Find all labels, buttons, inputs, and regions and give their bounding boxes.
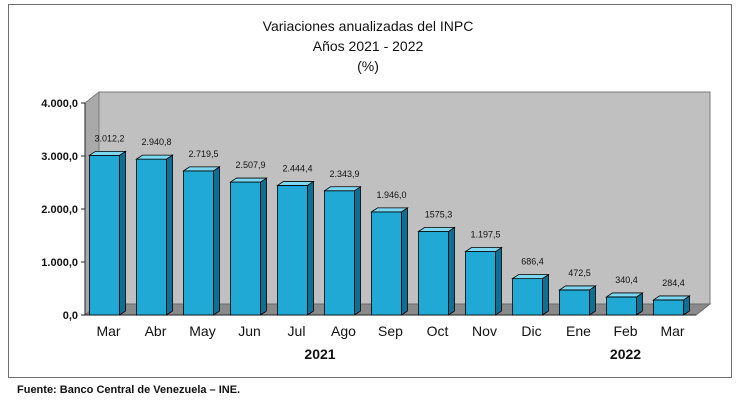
x-tick-label: Sep xyxy=(378,323,403,339)
x-tick-label: Feb xyxy=(613,323,637,339)
bar xyxy=(653,299,684,316)
data-label: 2.444,4 xyxy=(282,163,312,173)
data-label: 340,4 xyxy=(615,275,638,285)
bar-top xyxy=(323,186,362,192)
data-label: 686,4 xyxy=(521,257,544,267)
source-note: Fuente: Banco Central de Venezuela – INE… xyxy=(17,384,241,396)
data-label: 2.343,9 xyxy=(329,169,359,179)
y-tick-label: 4.000,0 xyxy=(41,98,78,110)
bar-top xyxy=(558,285,597,291)
bar-side xyxy=(542,273,549,316)
bar-top xyxy=(511,274,550,280)
y-tick-label: 3.000,0 xyxy=(41,151,78,163)
bar xyxy=(230,181,261,316)
x-tick-label: May xyxy=(189,323,215,339)
x-tick-label: Mar xyxy=(660,323,684,339)
bar-side xyxy=(166,154,173,316)
chart-title: Variaciones anualizadas del INPC xyxy=(262,18,474,34)
bar xyxy=(89,154,120,316)
bar xyxy=(559,289,590,316)
bar-top xyxy=(417,227,456,232)
x-tick-label: Jun xyxy=(238,323,261,339)
bar xyxy=(418,231,449,316)
chart-subtitle: Años 2021 - 2022 xyxy=(312,38,424,54)
x-tick-label: Nov xyxy=(472,323,497,339)
bar xyxy=(371,211,402,316)
bar-side xyxy=(401,207,408,316)
data-label: 1.197,5 xyxy=(470,230,500,240)
x-tick-label: Ene xyxy=(566,323,591,339)
data-label: 284,4 xyxy=(662,278,685,288)
bar-side xyxy=(119,150,126,316)
x-tick-label: Dic xyxy=(521,323,541,339)
y-tick-label: 1.000,0 xyxy=(41,257,78,269)
x-tick-label: Mar xyxy=(96,323,120,339)
bar-top xyxy=(605,292,644,298)
bar-top xyxy=(276,181,315,186)
data-label: 1575,3 xyxy=(425,210,453,220)
data-label: 3.012,2 xyxy=(94,133,124,143)
data-label: 472,5 xyxy=(568,268,591,278)
year-group-label: 2021 xyxy=(304,346,335,362)
bar-top xyxy=(88,150,127,156)
data-label: 2.719,5 xyxy=(188,149,218,159)
bar-side xyxy=(213,166,220,316)
bar-top xyxy=(652,295,691,301)
year-group-label: 2022 xyxy=(610,346,641,362)
bar-top xyxy=(464,247,503,252)
bar xyxy=(277,185,308,316)
x-tick-label: Oct xyxy=(427,323,449,339)
bar-top xyxy=(370,207,409,213)
bar-top xyxy=(182,166,221,172)
bar-side xyxy=(260,177,267,316)
bar-side xyxy=(354,186,361,316)
bar xyxy=(465,251,496,316)
bar-top xyxy=(229,177,268,183)
bar-side xyxy=(495,246,502,316)
x-tick-label: Abr xyxy=(145,323,167,339)
bar-top xyxy=(135,154,174,160)
y-tick-label: 2.000,0 xyxy=(41,204,78,216)
data-label: 2.940,8 xyxy=(141,137,171,147)
bar xyxy=(183,170,214,316)
x-tick-label: Ago xyxy=(331,323,356,339)
data-label: 2.507,9 xyxy=(235,160,265,170)
data-label: 1.946,0 xyxy=(376,190,406,200)
bar xyxy=(606,296,637,316)
bar-side xyxy=(589,285,596,316)
bar xyxy=(512,278,543,316)
bar-side xyxy=(307,180,314,316)
bar-side xyxy=(448,226,455,316)
x-tick-label: Jul xyxy=(288,323,306,339)
chart-unit: (%) xyxy=(357,58,379,74)
y-tick-label: 0,0 xyxy=(63,310,78,322)
bar xyxy=(324,190,355,316)
bar xyxy=(136,158,167,316)
